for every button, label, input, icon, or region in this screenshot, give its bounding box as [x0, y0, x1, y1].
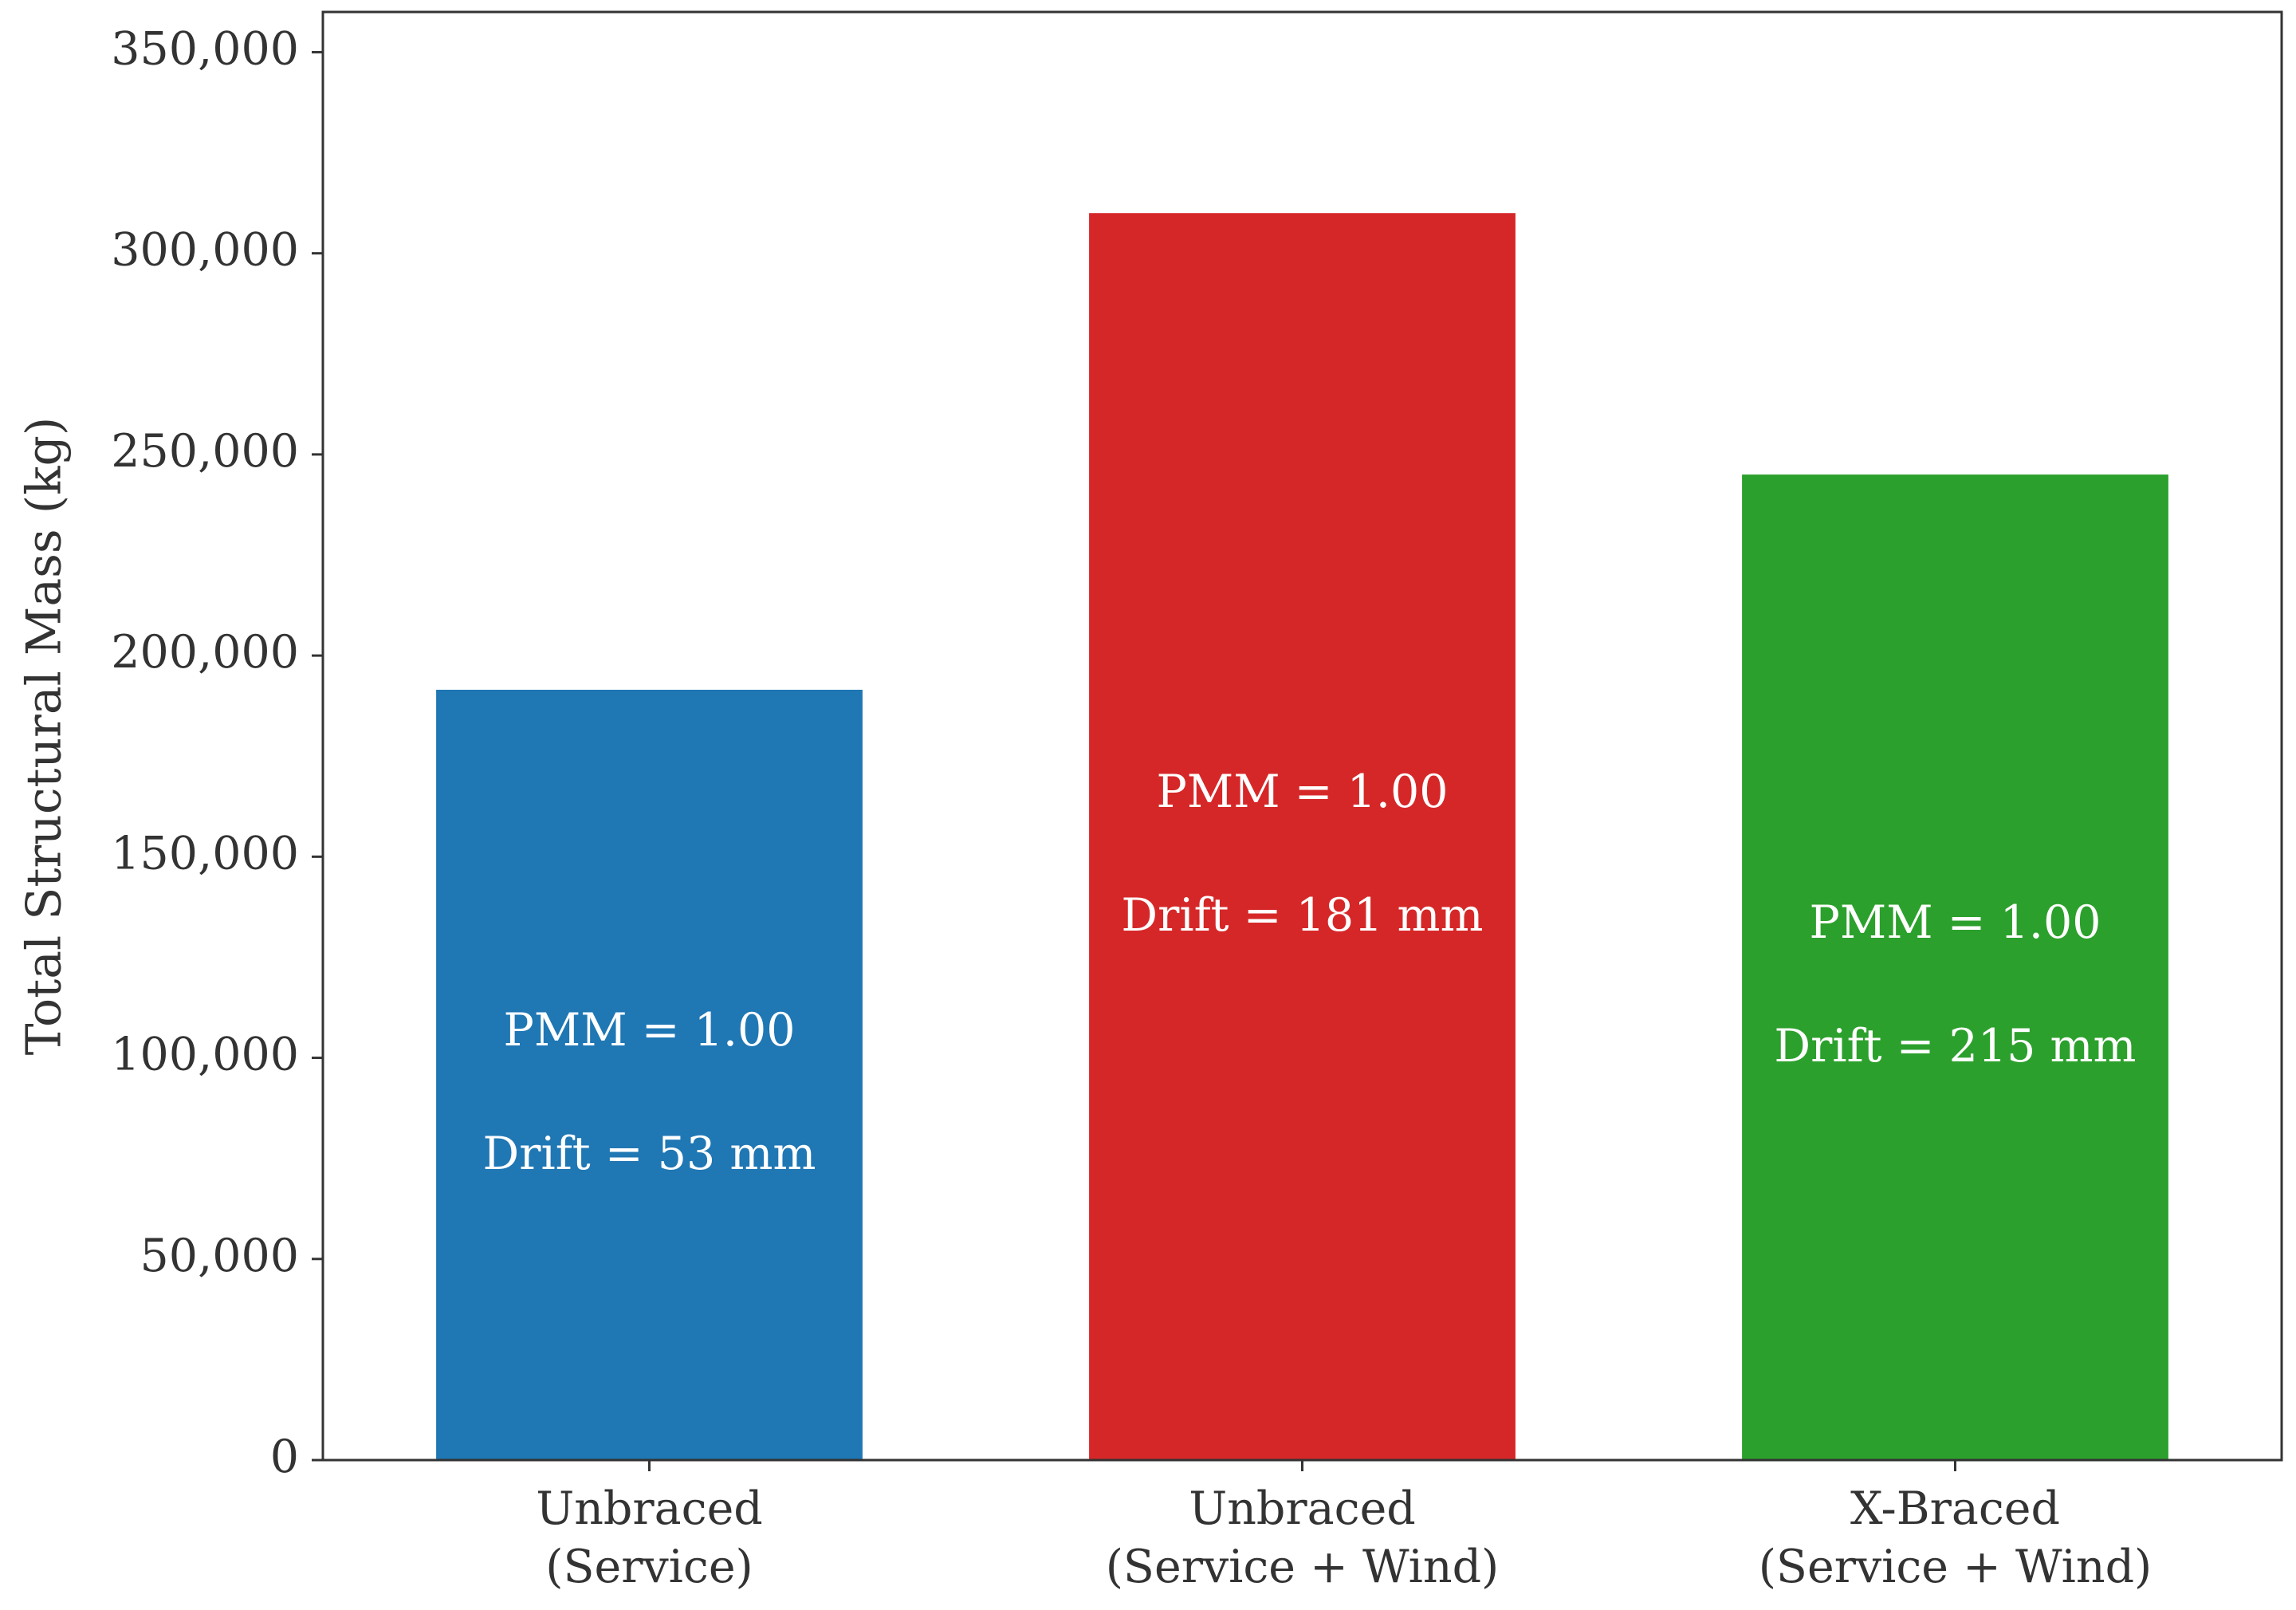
x-tick-label-1-line-2: (Service): [545, 1541, 753, 1593]
x-axis: Unbraced (Service) Unbraced (Service + Wind…: [536, 1460, 2152, 1593]
bar-3: [1742, 474, 2168, 1460]
bar-3-drift-label: Drift = 215 mm: [1774, 1020, 2136, 1073]
y-tick-label: 350,000: [111, 22, 299, 75]
bar-1: [436, 689, 863, 1460]
y-tick-label: 300,000: [111, 224, 299, 277]
bar-2-drift-label: Drift = 181 mm: [1121, 889, 1483, 942]
x-tick-label-3-line-2: (Service + Wind): [1759, 1541, 2152, 1593]
y-tick-label: 250,000: [111, 425, 299, 478]
y-axis-label: Total Structural Mass (kg): [17, 417, 73, 1056]
bar-2-pmm-label: PMM = 1.00: [1157, 766, 1449, 818]
bar-3-pmm-label: PMM = 1.00: [1810, 896, 2101, 949]
bar-2: [1089, 213, 1516, 1461]
x-tick-label-2-line-2: (Service + Wind): [1106, 1541, 1500, 1593]
y-tick-label: 100,000: [111, 1029, 299, 1081]
bar-1-drift-label: Drift = 53 mm: [483, 1128, 816, 1180]
bar-1-pmm-label: PMM = 1.00: [504, 1004, 796, 1057]
bars-layer: [436, 213, 2168, 1461]
y-tick-label: 0: [270, 1431, 299, 1483]
y-tick-label: 150,000: [111, 827, 299, 880]
x-tick-label-2-line-1: Unbraced: [1189, 1482, 1416, 1535]
bar-annotations: PMM = 1.00 Drift = 53 mm PMM = 1.00 Drift =…: [483, 766, 2137, 1180]
x-tick-label-1-line-1: Unbraced: [536, 1482, 763, 1535]
y-axis: 0 50,000 100,000 150,000 200,000 250,000 300,0…: [111, 22, 323, 1483]
x-tick-label-3-line-1: X-Braced: [1850, 1482, 2060, 1535]
y-tick-label: 50,000: [140, 1230, 299, 1282]
y-tick-label: 200,000: [111, 626, 299, 679]
